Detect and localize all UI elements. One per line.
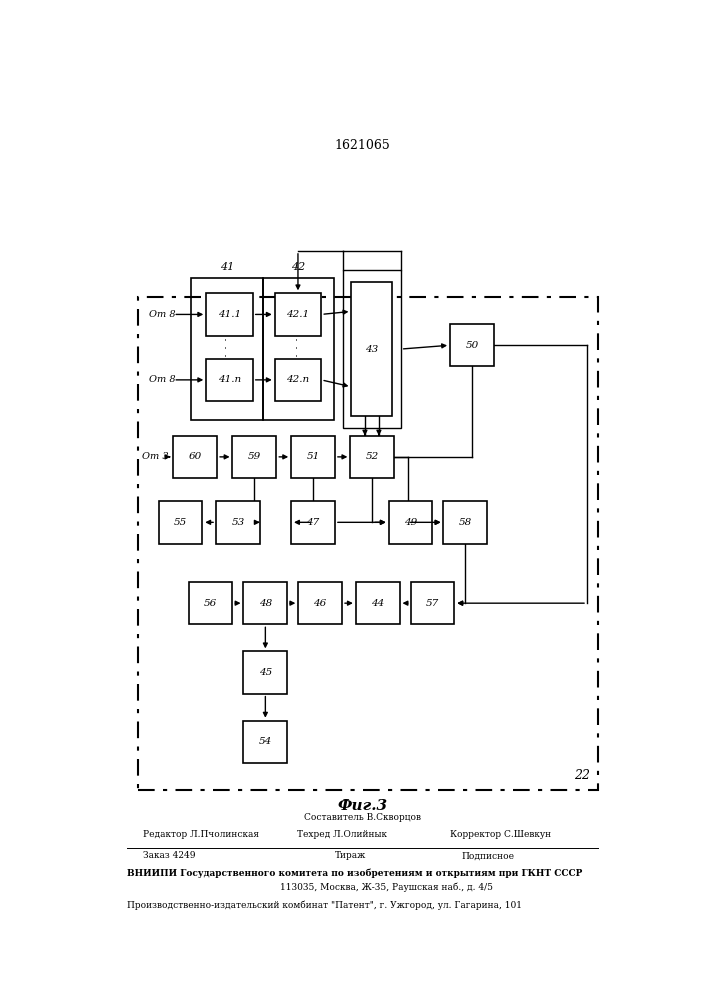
- Text: 41: 41: [220, 262, 234, 272]
- Bar: [243, 721, 287, 763]
- Bar: [173, 436, 217, 478]
- Bar: [206, 359, 253, 401]
- Bar: [351, 282, 392, 416]
- Text: 52: 52: [366, 452, 379, 461]
- Text: Составитель В.Скворцов: Составитель В.Скворцов: [304, 813, 421, 822]
- Bar: [243, 651, 287, 694]
- Bar: [343, 270, 401, 428]
- Bar: [291, 436, 335, 478]
- Text: Техред Л.Олийнык: Техред Л.Олийнык: [297, 830, 387, 839]
- Bar: [275, 293, 321, 336]
- Text: 1621065: 1621065: [334, 139, 390, 152]
- Text: 41.n: 41.n: [218, 375, 241, 384]
- Text: От 8: От 8: [148, 310, 175, 319]
- Bar: [298, 582, 342, 624]
- Text: 42.n: 42.n: [286, 375, 310, 384]
- Text: 59: 59: [247, 452, 261, 461]
- Text: 42.1: 42.1: [286, 310, 310, 319]
- Text: 113035, Москва, Ж-35, Раушская наб., д. 4/5: 113035, Москва, Ж-35, Раушская наб., д. …: [280, 882, 493, 892]
- Text: 53: 53: [231, 518, 245, 527]
- Bar: [158, 501, 202, 544]
- Bar: [189, 582, 233, 624]
- Bar: [233, 436, 276, 478]
- Text: Производственно-издательский комбинат "Патент", г. Ужгород, ул. Гагарина, 101: Производственно-издательский комбинат "П…: [127, 901, 522, 910]
- Text: 46: 46: [313, 599, 327, 608]
- Text: Редактор Л.Пчолинская: Редактор Л.Пчолинская: [144, 830, 259, 839]
- Bar: [275, 359, 321, 401]
- Text: 48: 48: [259, 599, 272, 608]
- Text: 45: 45: [259, 668, 272, 677]
- Text: 51: 51: [306, 452, 320, 461]
- Text: 49: 49: [404, 518, 417, 527]
- Bar: [206, 293, 253, 336]
- Bar: [356, 582, 399, 624]
- Bar: [389, 501, 433, 544]
- Text: 57: 57: [426, 599, 439, 608]
- Text: От 3: От 3: [141, 452, 168, 461]
- Text: · · ·: · · ·: [292, 337, 305, 357]
- Text: 22: 22: [573, 769, 590, 782]
- Bar: [443, 501, 487, 544]
- Bar: [192, 278, 262, 420]
- Bar: [450, 324, 494, 366]
- Bar: [291, 501, 335, 544]
- Text: ВНИИПИ Государственного комитета по изобретениям и открытиям при ГКНТ СССР: ВНИИПИ Государственного комитета по изоб…: [127, 868, 582, 878]
- Bar: [411, 582, 455, 624]
- Text: 42: 42: [291, 262, 305, 272]
- Text: 56: 56: [204, 599, 217, 608]
- Text: · · ·: · · ·: [221, 337, 233, 357]
- Bar: [262, 278, 334, 420]
- Text: От 8: От 8: [148, 375, 175, 384]
- Text: 43: 43: [366, 345, 378, 354]
- Text: 50: 50: [465, 341, 479, 350]
- Text: Корректор С.Шевкун: Корректор С.Шевкун: [450, 830, 551, 839]
- Text: Фиг.3: Фиг.3: [337, 799, 387, 813]
- Bar: [243, 582, 287, 624]
- Bar: [216, 501, 260, 544]
- Text: 58: 58: [459, 518, 472, 527]
- Text: 55: 55: [174, 518, 187, 527]
- Text: 60: 60: [189, 452, 201, 461]
- Text: 54: 54: [259, 737, 272, 746]
- Text: Заказ 4249: Заказ 4249: [144, 852, 196, 860]
- Text: 41.1: 41.1: [218, 310, 241, 319]
- Bar: [350, 436, 394, 478]
- Text: 47: 47: [306, 518, 320, 527]
- Bar: [138, 297, 598, 790]
- Text: Подписное: Подписное: [461, 852, 514, 860]
- Text: Тираж: Тираж: [335, 852, 366, 860]
- Text: 44: 44: [371, 599, 385, 608]
